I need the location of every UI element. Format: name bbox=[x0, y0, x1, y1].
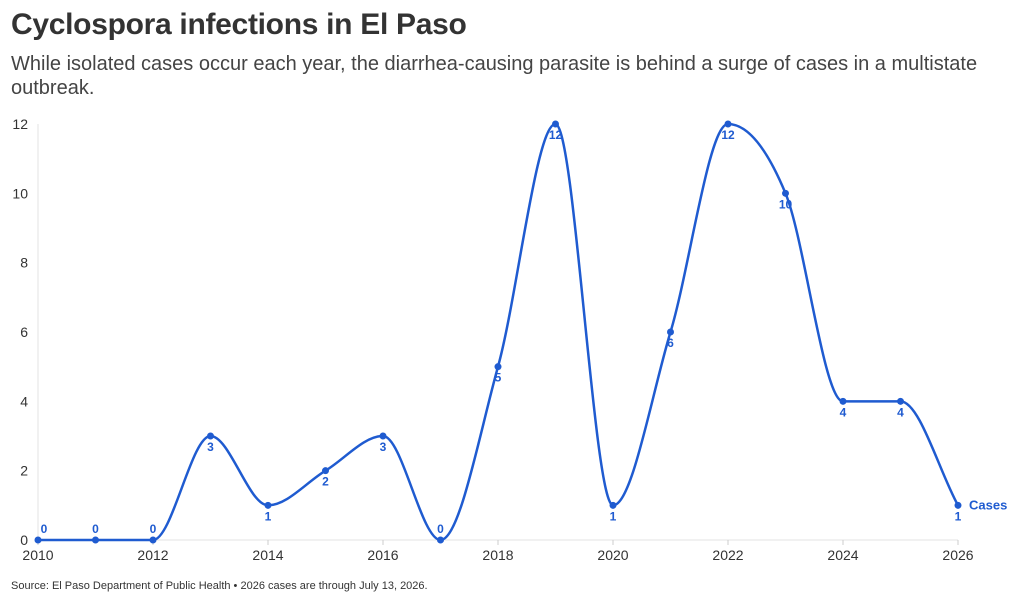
y-tick-label: 8 bbox=[20, 255, 28, 271]
data-label: 1 bbox=[955, 509, 962, 523]
data-label: 0 bbox=[92, 522, 99, 536]
y-tick-label: 10 bbox=[12, 185, 28, 201]
data-label: 12 bbox=[549, 128, 563, 142]
data-point bbox=[494, 363, 502, 371]
x-tick-label: 2024 bbox=[827, 547, 858, 563]
y-tick-label: 4 bbox=[20, 393, 28, 409]
data-point bbox=[437, 536, 444, 544]
x-tick-label: 2010 bbox=[22, 547, 53, 563]
data-label: 4 bbox=[897, 405, 904, 419]
data-label: 0 bbox=[150, 522, 157, 536]
data-point bbox=[609, 501, 617, 509]
data-point bbox=[839, 397, 847, 405]
y-tick-label: 6 bbox=[20, 324, 28, 340]
x-tick-label: 2020 bbox=[597, 547, 628, 563]
data-point bbox=[954, 501, 962, 509]
x-tick-label: 2018 bbox=[482, 547, 513, 563]
data-label: 12 bbox=[721, 128, 735, 142]
data-point bbox=[322, 467, 329, 475]
data-point bbox=[264, 501, 272, 509]
x-tick-label: 2022 bbox=[712, 547, 743, 563]
data-point bbox=[667, 328, 674, 336]
data-label: 5 bbox=[495, 371, 502, 385]
x-tick-label: 2014 bbox=[252, 547, 283, 563]
data-label: 6 bbox=[667, 336, 674, 350]
data-label: 10 bbox=[779, 197, 793, 211]
data-point bbox=[552, 120, 559, 128]
data-point bbox=[34, 536, 42, 544]
chart-series bbox=[34, 120, 962, 544]
data-label: 3 bbox=[207, 440, 214, 454]
series-line-cases bbox=[36, 122, 960, 542]
source-note: Source: El Paso Department of Public Hea… bbox=[11, 580, 428, 592]
x-tick-label: 2012 bbox=[137, 547, 168, 563]
series-label-cases: Cases bbox=[969, 497, 1007, 512]
chart-subtitle: While isolated cases occur each year, th… bbox=[11, 53, 978, 99]
data-point bbox=[782, 189, 789, 197]
x-tick-label: 2026 bbox=[942, 547, 973, 563]
data-label: 4 bbox=[840, 405, 847, 419]
data-label: 2 bbox=[322, 475, 329, 489]
data-point bbox=[207, 432, 214, 440]
y-tick-label: 2 bbox=[20, 463, 28, 479]
data-point bbox=[149, 536, 157, 544]
y-tick-label: 12 bbox=[12, 116, 28, 132]
data-point bbox=[92, 536, 99, 544]
data-label: 1 bbox=[610, 509, 617, 523]
x-tick-label: 2016 bbox=[367, 547, 398, 563]
y-tick-label: 0 bbox=[20, 532, 28, 548]
data-point bbox=[724, 120, 732, 128]
data-label: 3 bbox=[380, 440, 387, 454]
data-label: 0 bbox=[41, 522, 48, 536]
data-label: 1 bbox=[265, 509, 272, 523]
data-point bbox=[897, 397, 904, 405]
chart-title: Cyclospora infections in El Paso bbox=[11, 8, 467, 41]
data-point bbox=[379, 432, 387, 440]
data-label: 0 bbox=[437, 522, 444, 536]
